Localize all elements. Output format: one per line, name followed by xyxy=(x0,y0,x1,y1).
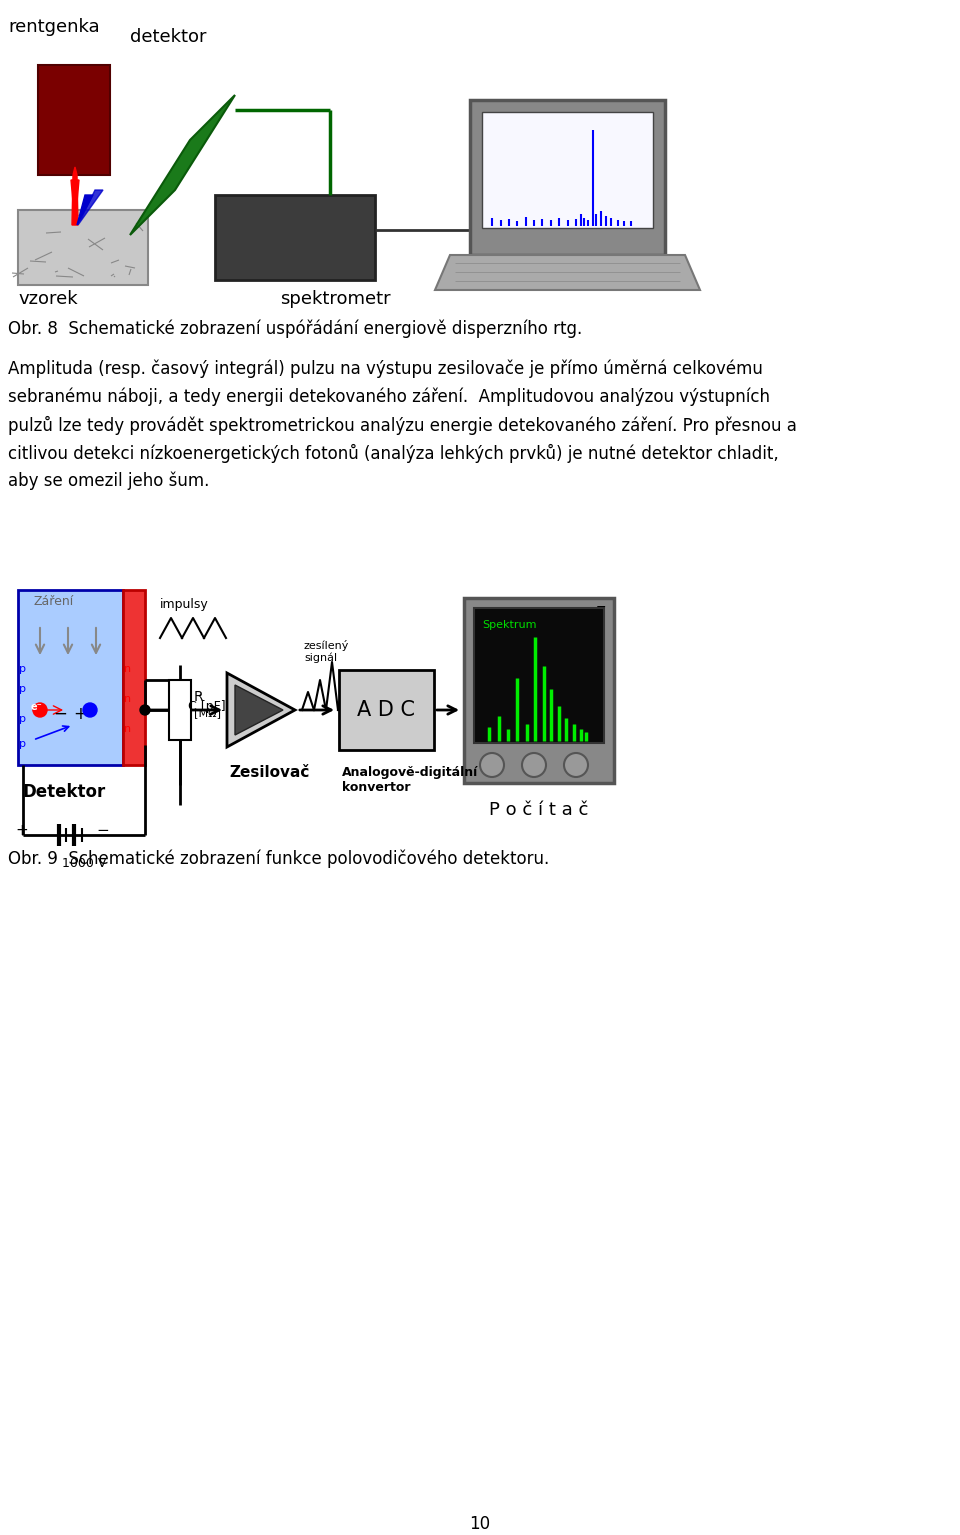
Text: Detektor: Detektor xyxy=(23,783,107,801)
Bar xyxy=(474,608,604,743)
Text: [MΩ]: [MΩ] xyxy=(194,708,221,718)
Circle shape xyxy=(564,754,588,777)
Text: spektrometr: spektrometr xyxy=(280,290,391,309)
Text: vzorek: vzorek xyxy=(18,290,78,309)
Bar xyxy=(482,112,653,229)
Text: A D C: A D C xyxy=(357,700,415,720)
Text: Analogově-digitální
konvertor: Analogově-digitální konvertor xyxy=(342,766,478,794)
Text: p: p xyxy=(19,738,26,749)
Bar xyxy=(470,100,665,255)
Circle shape xyxy=(480,754,504,777)
Polygon shape xyxy=(130,95,235,235)
Text: p: p xyxy=(19,714,26,725)
Bar xyxy=(215,195,375,279)
Circle shape xyxy=(522,754,546,777)
Text: zesílený
signál: zesílený signál xyxy=(304,640,349,663)
Text: Amplituda (resp. časový integrál) pulzu na výstupu zesilovače je přímo úměrná ce: Amplituda (resp. časový integrál) pulzu … xyxy=(8,361,763,379)
Text: 1000 V: 1000 V xyxy=(62,857,107,870)
Text: sebranému náboji, a tedy energii detekovaného záření.  Amplitudovou analýzou výs: sebranému náboji, a tedy energii detekov… xyxy=(8,388,770,407)
Text: Záření: Záření xyxy=(33,596,73,608)
Text: Zesilovač: Zesilovač xyxy=(229,764,309,780)
Circle shape xyxy=(33,703,47,717)
Text: Obr. 8  Schematické zobrazení uspóřádání energiově disperzního rtg.: Obr. 8 Schematické zobrazení uspóřádání … xyxy=(8,319,583,339)
Text: +: + xyxy=(15,823,28,838)
Polygon shape xyxy=(235,685,283,735)
Text: −: − xyxy=(596,602,607,614)
Text: impulsy: impulsy xyxy=(160,599,208,611)
Bar xyxy=(18,589,123,764)
Bar xyxy=(169,680,191,740)
Text: −: − xyxy=(96,823,108,838)
Polygon shape xyxy=(78,190,103,226)
Circle shape xyxy=(140,705,150,715)
Text: n: n xyxy=(124,665,132,674)
Bar xyxy=(464,599,614,783)
Bar xyxy=(123,589,145,764)
Text: −: − xyxy=(53,705,67,723)
Text: n: n xyxy=(124,725,132,734)
Bar xyxy=(38,64,110,175)
Text: detektor: detektor xyxy=(130,28,206,46)
Text: +: + xyxy=(73,705,86,723)
Text: p: p xyxy=(19,685,26,694)
Bar xyxy=(339,669,434,751)
Polygon shape xyxy=(72,167,78,226)
Text: pulzů lze tedy provádět spektrometrickou analýzu energie detekovaného záření. Pr: pulzů lze tedy provádět spektrometrickou… xyxy=(8,416,797,434)
Text: Obr. 9  Schematické zobrazení funkce polovodičového detektoru.: Obr. 9 Schematické zobrazení funkce polo… xyxy=(8,850,549,869)
Polygon shape xyxy=(227,672,295,748)
Text: p: p xyxy=(19,665,26,674)
Polygon shape xyxy=(77,195,93,226)
Text: C [pF]: C [pF] xyxy=(188,700,226,712)
Polygon shape xyxy=(435,255,700,290)
Polygon shape xyxy=(71,180,79,226)
Text: aby se omezil jeho šum.: aby se omezil jeho šum. xyxy=(8,471,209,491)
Text: P o č í t a č: P o č í t a č xyxy=(490,801,588,820)
Text: rentgenka: rentgenka xyxy=(8,18,100,35)
Text: n: n xyxy=(124,694,132,705)
Text: e⁻: e⁻ xyxy=(31,701,43,712)
Circle shape xyxy=(83,703,97,717)
Text: 10: 10 xyxy=(469,1515,491,1533)
Bar xyxy=(18,210,148,286)
Text: Spektrum: Spektrum xyxy=(482,620,537,629)
Text: citlivou detekci nízkoenergetických fotonů (analýza lehkých prvků) je nutné dete: citlivou detekci nízkoenergetických foto… xyxy=(8,444,779,464)
Text: R: R xyxy=(194,691,204,705)
